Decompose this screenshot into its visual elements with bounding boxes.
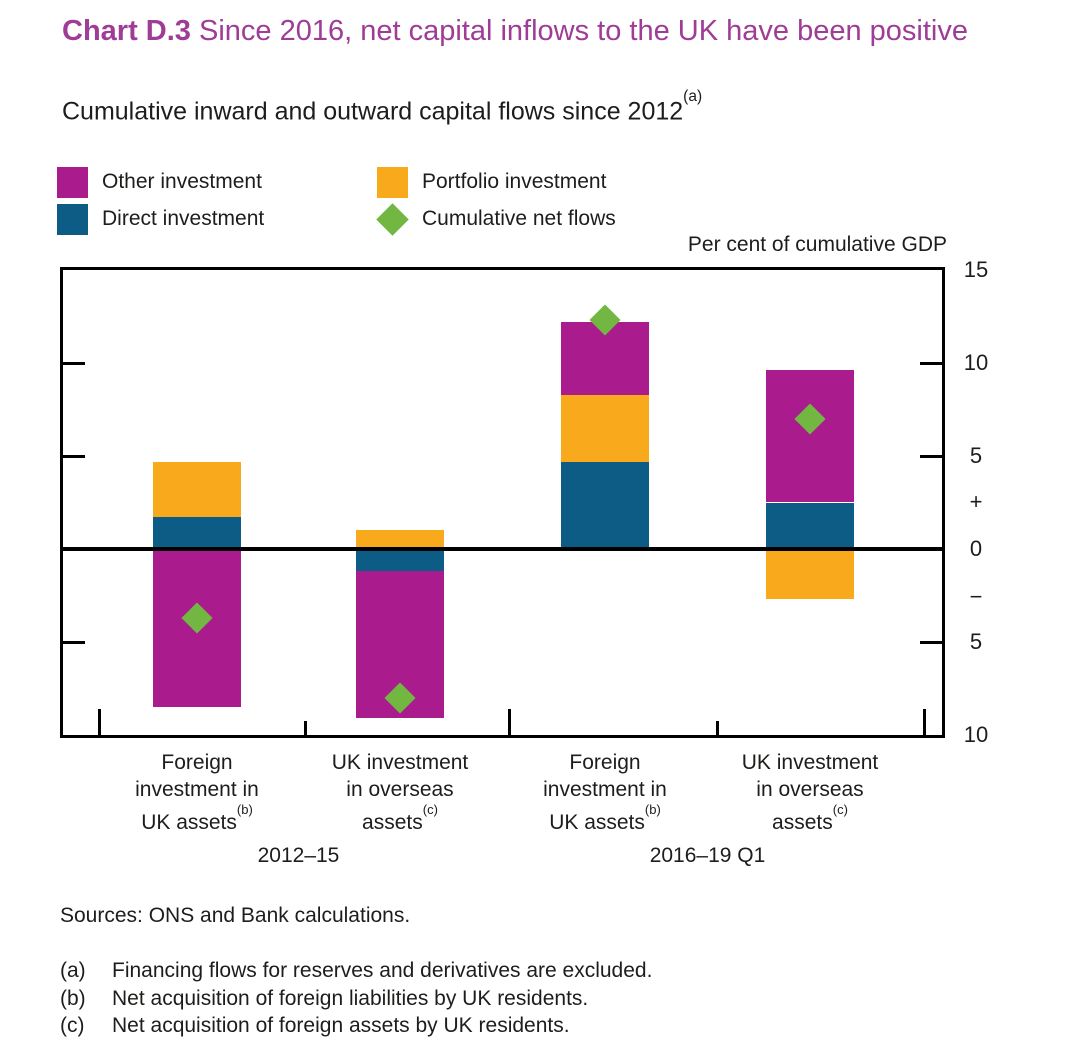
y-axis-label: 0 [969, 536, 983, 561]
y-tick-left [63, 361, 85, 365]
y-tick-right [920, 454, 942, 458]
bar-segment-portfolio-investment [561, 394, 649, 462]
x-axis-category-label: UK investment in overseas assets(c) [331, 751, 469, 834]
x-tick-group [923, 709, 926, 735]
bar-segment-portfolio-investment [356, 530, 444, 549]
legend-swatch-direct-investment [57, 203, 88, 235]
x-tick-group [508, 709, 511, 735]
y-axis-label: 10 [963, 350, 989, 375]
y-axis-label: − [969, 584, 983, 610]
subtitle-footnote-ref: (a) [683, 88, 703, 106]
bar-segment-direct-investment [766, 502, 854, 549]
legend-item-direct-investment: Direct investment [57, 203, 264, 235]
x-axis-group-label: 2016–19 Q1 [649, 844, 766, 867]
bar-segment-direct-investment [356, 549, 444, 572]
bar-segment-portfolio-investment [153, 461, 241, 518]
y-tick-left [63, 454, 85, 458]
footnote-text: Net acquisition of foreign assets by UK … [112, 1014, 570, 1037]
chart-subtitle: Cumulative inward and outward capital fl… [62, 88, 1062, 126]
y-tick-left [63, 640, 85, 644]
x-axis-category-label: Foreign investment in UK assets(b) [135, 751, 259, 834]
y-axis-label: 10 [963, 722, 989, 747]
legend-diamond-icon [376, 202, 409, 236]
x-tick-category [304, 721, 307, 735]
bar-segment-portfolio-investment [766, 549, 854, 600]
bar-segment-other-investment [766, 370, 854, 503]
footnote-text: Financing flows for reserves and derivat… [112, 959, 653, 982]
chart-title: Chart D.3 Since 2016, net capital inflow… [62, 8, 1070, 54]
category-footnote-ref: (c) [832, 801, 848, 817]
footnote-marker: (a) [60, 959, 86, 982]
x-tick-group [98, 709, 101, 735]
legend-label: Cumulative net flows [422, 207, 616, 230]
chart-subtitle-text: Cumulative inward and outward capital fl… [62, 97, 684, 126]
footnote-b: (b) Net acquisition of foreign liabiliti… [60, 985, 652, 1013]
bar-segment-direct-investment [153, 517, 241, 549]
sources-line: Sources: ONS and Bank calculations. [60, 904, 411, 927]
footnote-a: (a) Financing flows for reserves and der… [60, 957, 652, 985]
category-footnote-ref: (c) [422, 801, 438, 817]
category-footnote-ref: (b) [644, 801, 661, 817]
legend-label: Other investment [102, 170, 262, 193]
legend-swatch-portfolio-investment [377, 166, 408, 198]
x-axis-category-label: UK investment in overseas assets(c) [741, 751, 879, 834]
y-axis-label: 5 [969, 629, 983, 654]
legend-item-cumulative-net-flows: Cumulative net flows [376, 202, 616, 236]
footnote-marker: (c) [60, 1014, 85, 1037]
footnotes: (a) Financing flows for reserves and der… [60, 957, 652, 1040]
legend-label: Direct investment [102, 207, 265, 230]
footnote-c: (c) Net acquisition of foreign assets by… [60, 1012, 652, 1040]
y-axis-title: Per cent of cumulative GDP [687, 233, 947, 256]
chart-title-text: Since 2016, net capital inflows to the U… [198, 15, 968, 47]
bar-segment-direct-investment [561, 461, 649, 549]
plot-area [60, 267, 945, 738]
y-tick-right [920, 361, 942, 365]
category-footnote-ref: (b) [236, 801, 253, 817]
x-axis-category-label: Foreign investment in UK assets(b) [543, 751, 667, 834]
plot-inner [63, 270, 942, 735]
footnote-text: Net acquisition of foreign liabilities b… [112, 986, 589, 1010]
footnote-marker: (b) [60, 986, 86, 1010]
chart-number: Chart D.3 [62, 15, 191, 47]
zero-line [63, 547, 942, 551]
legend-label: Portfolio investment [422, 170, 607, 193]
legend-item-other-investment: Other investment [57, 166, 262, 198]
y-axis-label: 5 [969, 443, 983, 468]
y-axis-label: + [969, 488, 983, 514]
y-tick-right [920, 640, 942, 644]
y-axis-label: 15 [963, 257, 989, 282]
x-tick-category [716, 721, 719, 735]
legend-item-portfolio-investment: Portfolio investment [377, 166, 606, 198]
x-axis-group-label: 2012–15 [257, 844, 340, 867]
legend-swatch-other-investment [57, 166, 88, 198]
